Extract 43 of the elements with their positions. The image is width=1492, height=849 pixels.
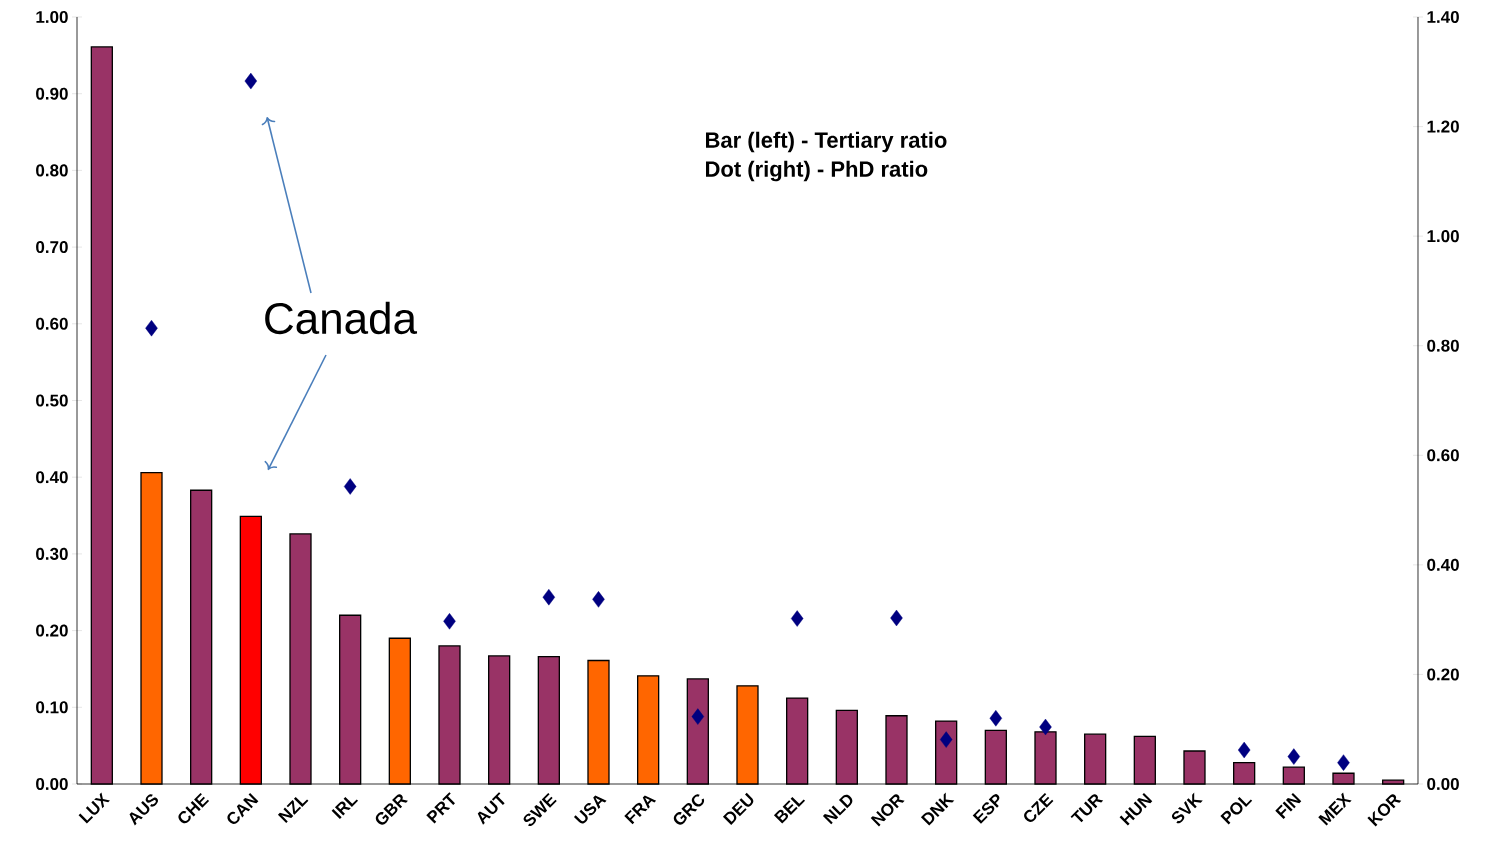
point (890, 609, 903, 627)
y-tick-label: 0.80 (36, 164, 68, 177)
y-tick-label: 0.00 (36, 777, 68, 791)
y2-tick-label: 0.00 (1427, 777, 1459, 791)
x-tick-label: TUR (1070, 794, 1104, 823)
y-tick-label: 0.10 (36, 701, 68, 714)
point (1287, 748, 1301, 765)
point (542, 588, 556, 606)
point (989, 710, 1003, 727)
point (790, 610, 804, 627)
y2-tick-label: 1.20 (1427, 120, 1459, 133)
y2-tick-label: 0.80 (1427, 339, 1459, 352)
point (691, 708, 705, 725)
point (145, 319, 158, 337)
y2-tick-label: 1.40 (1427, 10, 1459, 24)
point (244, 72, 258, 90)
annotation: Bar (left) - Tertiary ratio (706, 131, 947, 153)
point (1039, 718, 1052, 736)
y2-tick-label: 0.60 (1427, 449, 1459, 462)
y-tick-label: 0.40 (36, 471, 68, 484)
y-tick-label: 0.30 (36, 547, 68, 560)
point (1237, 741, 1251, 759)
annotation: Canada (265, 301, 418, 335)
y2-tick-label: 0.20 (1427, 668, 1459, 681)
y-tick-label: 0.60 (36, 317, 68, 330)
x-tick-label: IRL (331, 796, 359, 819)
point (343, 478, 357, 495)
y-tick-label: 0.70 (36, 241, 68, 254)
x-tick-label: BEL (773, 796, 806, 824)
y-tick-label: 1.00 (36, 10, 68, 24)
y2-tick-label: 0.40 (1427, 558, 1459, 571)
y-tick-label: 0.20 (36, 624, 68, 637)
y-tick-label: 0.50 (36, 394, 68, 407)
annotation: Dot (right) - PhD ratio (706, 160, 928, 182)
x-tick-label: POL (1220, 797, 1253, 825)
point (592, 591, 605, 608)
y-tick-label: 0.90 (36, 87, 68, 100)
x-tick-label: FIN (1275, 792, 1302, 819)
x-tick-label: NZL (277, 796, 309, 823)
point (1337, 754, 1350, 771)
point (443, 613, 456, 630)
y2-tick-label: 1.00 (1427, 230, 1459, 243)
point (939, 731, 953, 748)
